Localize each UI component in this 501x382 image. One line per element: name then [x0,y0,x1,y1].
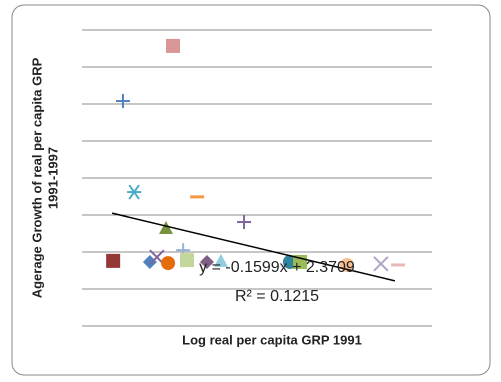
trendline-equation: y = -0.1599x + 2.3709 [199,259,355,276]
point-part [128,184,140,200]
point [180,253,194,268]
point-part [213,253,228,267]
point-part [149,249,165,265]
point-part [106,253,121,268]
point-part [159,220,173,234]
point [106,253,121,268]
r-squared: R² = 0.1215 [235,288,319,305]
point [115,94,130,109]
point [166,38,180,53]
point-part [142,254,157,269]
point-part [180,253,194,268]
point-part [199,254,214,269]
point [373,256,389,272]
point [199,254,214,269]
point-part [161,256,176,271]
x-axis-title: Log real per capita GRP 1991 [182,332,362,347]
y-axis-title-line: 1991-1997 [45,147,60,209]
point [237,215,252,230]
trendline [111,212,396,282]
y-axis-title: Agerage Growth of real per capita GRP 19… [29,57,60,298]
point [127,184,142,200]
point [142,254,157,269]
point [159,220,173,234]
point-part [373,256,389,272]
point-part [166,38,180,53]
chart-frame [11,4,491,376]
y-axis-title-line: Agerage Growth of real per capita GRP [29,57,44,298]
point [213,253,228,267]
point [161,256,176,271]
